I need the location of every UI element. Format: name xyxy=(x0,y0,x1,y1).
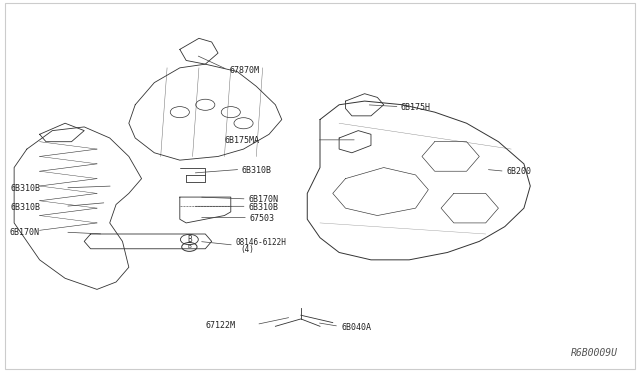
Text: 6B310B: 6B310B xyxy=(11,184,41,193)
Text: 6B040A: 6B040A xyxy=(341,323,371,331)
Text: 6B310B: 6B310B xyxy=(242,166,271,174)
Text: 6B310B: 6B310B xyxy=(248,202,278,212)
Text: 6B170N: 6B170N xyxy=(248,195,278,204)
Text: 6B200: 6B200 xyxy=(506,167,531,176)
Text: R6B0009U: R6B0009U xyxy=(572,348,618,358)
Text: 6B175H: 6B175H xyxy=(401,103,431,112)
Text: 08146-6122H: 08146-6122H xyxy=(236,238,287,247)
Text: (4): (4) xyxy=(241,245,254,254)
Text: B: B xyxy=(188,244,191,249)
Text: 67870M: 67870M xyxy=(230,66,259,75)
Text: B: B xyxy=(187,235,192,244)
Text: 67503: 67503 xyxy=(250,214,275,222)
Text: 6B175MA: 6B175MA xyxy=(225,136,259,145)
Text: 6B310B: 6B310B xyxy=(11,202,41,212)
Text: 67122M: 67122M xyxy=(205,321,236,330)
Text: 6B170N: 6B170N xyxy=(9,228,39,237)
